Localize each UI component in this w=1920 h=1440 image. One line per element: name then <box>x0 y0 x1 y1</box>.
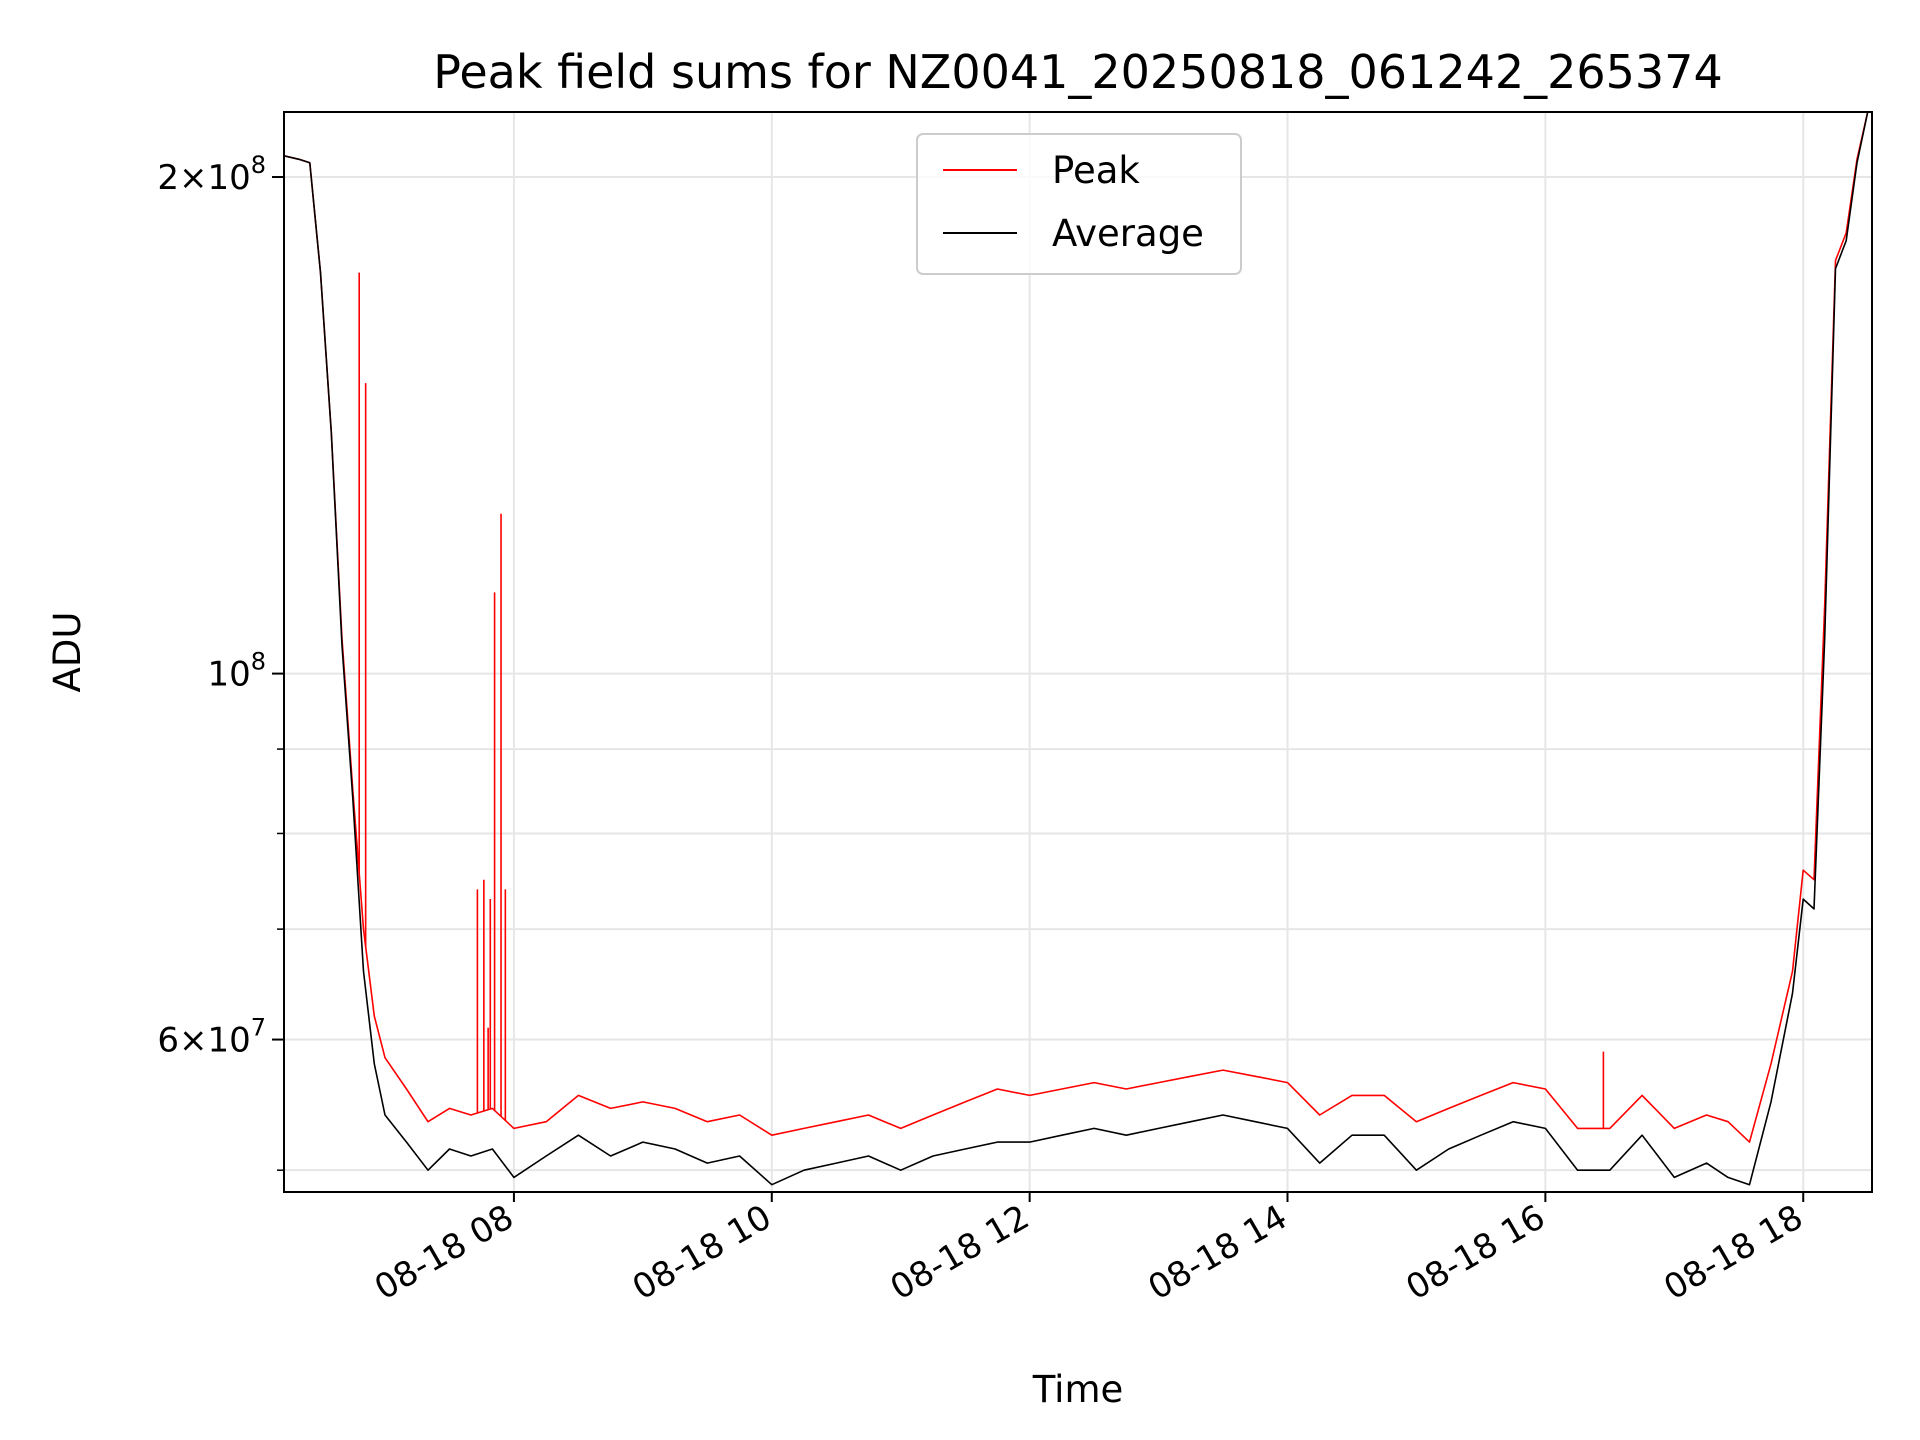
y-tick-label: 6×107 <box>157 1014 266 1061</box>
y-axis-label: ADU <box>46 612 89 693</box>
legend-label-average: Average <box>1052 212 1204 255</box>
plot-frame <box>283 111 1873 1193</box>
series-line-peak <box>284 112 1869 1143</box>
chart-title: Peak field sums for NZ0041_20250818_0612… <box>433 45 1722 99</box>
legend-label-peak: Peak <box>1052 149 1140 192</box>
x-axis-label: Time <box>1032 1368 1124 1411</box>
legend: Peak Average <box>916 133 1242 275</box>
y-tick-label: 2×108 <box>157 151 266 198</box>
series-layer <box>284 112 1869 1186</box>
series-line-average <box>284 112 1869 1186</box>
